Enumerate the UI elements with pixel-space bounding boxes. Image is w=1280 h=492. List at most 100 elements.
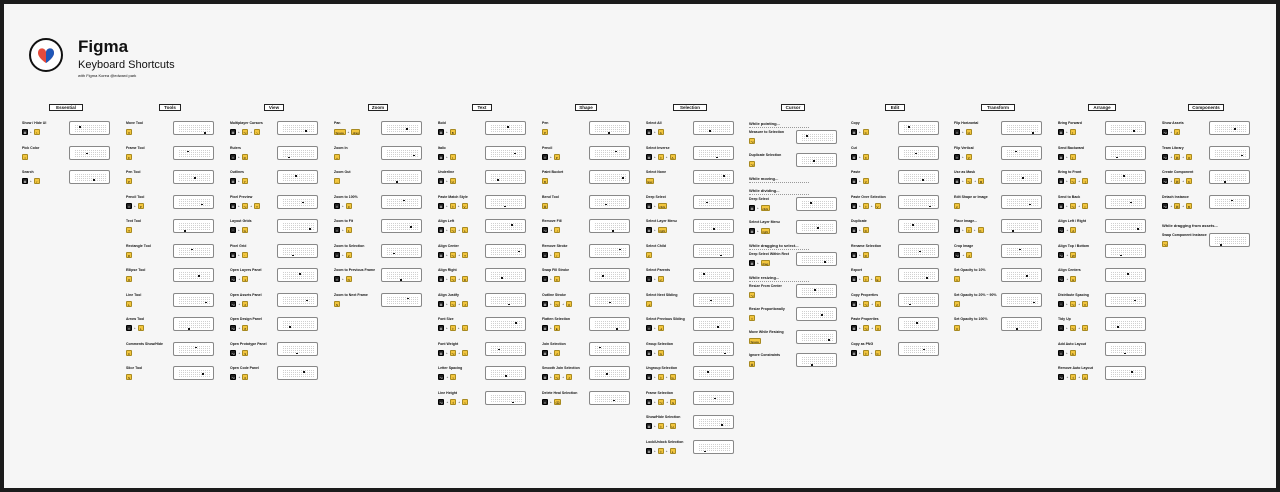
shortcut-name: Select Next Sibling xyxy=(646,292,678,297)
shortcut-keys: ⇧ +2 xyxy=(334,251,352,258)
keyboard-highlight xyxy=(396,181,398,183)
shortcut-item: Rectangle Tool R xyxy=(126,243,218,267)
plus-sign: + xyxy=(870,277,873,281)
key-cap: 2 xyxy=(1174,129,1181,135)
shortcut-item: Copy Properties ⌘ + ⌥ + C xyxy=(851,292,943,316)
keyboard-row xyxy=(283,321,314,323)
plus-sign: + xyxy=(1182,179,1184,183)
keyboard-row xyxy=(595,345,626,348)
keyboard-highlight xyxy=(288,156,290,158)
shortcut-item: Select Inverse ⌘ + ⇧ + A xyxy=(646,145,738,169)
keyboard-diagram xyxy=(485,317,526,331)
shortcut-name: Ignore Constraints xyxy=(749,353,781,357)
keyboard-highlight xyxy=(821,314,823,316)
plus-sign: + xyxy=(134,203,136,208)
shortcut-name: Align Top / Bottom xyxy=(1058,243,1090,248)
shortcut-name: Zoom to Previous Frame xyxy=(334,268,376,272)
keyboard-row xyxy=(802,224,833,226)
key-cap: ⌘ xyxy=(851,227,857,233)
shortcut-keys: ⌘ + / xyxy=(22,178,40,184)
plus-sign: + xyxy=(1066,350,1068,355)
keyboard-highlight xyxy=(1012,230,1014,232)
shortcut-keys: ⇧ + P xyxy=(126,202,144,209)
keyboard-row xyxy=(283,131,314,133)
keyboard-highlight xyxy=(704,450,706,452)
shortcut-name: Set Opacity to 10% xyxy=(954,268,986,272)
keyboard-row xyxy=(1111,327,1142,329)
keyboard-keys xyxy=(904,345,935,354)
plus-sign: + xyxy=(1066,375,1069,379)
key-cap: ⌥ xyxy=(1162,129,1169,135)
key-cap: ⌘ xyxy=(646,447,652,454)
shortcut-item: Outlines ⌘ + Y xyxy=(230,170,322,193)
keyboard-row xyxy=(802,317,833,319)
shortcut-name: Comments Show/Hide xyxy=(126,341,163,346)
shortcut-keys: Esc xyxy=(646,178,655,184)
shortcut-name: Align Left / Right xyxy=(1058,219,1086,223)
shortcut-item: Bend Tool ⌘ xyxy=(542,194,634,218)
keyboard-row xyxy=(491,202,522,205)
keyboard-highlight xyxy=(1032,132,1034,134)
keyboard-highlight xyxy=(609,301,611,303)
shortcut-item: Swap Fill Stroke ⇧ + X xyxy=(542,268,634,291)
keyboard-row xyxy=(179,321,210,323)
keyboard-row xyxy=(802,163,833,165)
keyboard-row xyxy=(491,253,522,256)
shortcut-item: Font Size ⌘ + ⇧ + > xyxy=(438,317,530,340)
keyboard-highlight xyxy=(515,322,517,324)
key-cap: 9 xyxy=(242,349,249,356)
keyboard-row xyxy=(699,253,730,256)
key-cap: ⇧ xyxy=(334,227,340,233)
shortcut-name: Bring to Front xyxy=(1058,170,1082,174)
keyboard-diagram xyxy=(589,268,630,282)
keyboard-row xyxy=(802,138,833,140)
keyboard-row xyxy=(75,174,106,176)
keyboard-keys xyxy=(283,272,314,280)
keyboard-row xyxy=(904,229,935,231)
plus-sign: + xyxy=(342,277,344,281)
keyboard-diagram xyxy=(381,243,422,258)
key-cap: ↵ xyxy=(954,202,960,209)
shortcut-keys: ⌥ + > xyxy=(438,374,457,380)
shortcut-name: Copy xyxy=(851,121,860,125)
keyboard-row xyxy=(491,149,522,152)
plus-sign: + xyxy=(1066,203,1068,208)
key-cap: > xyxy=(462,349,468,356)
shortcut-keys: ⌘ + ⇧ + A xyxy=(646,153,676,160)
keyboard-diagram xyxy=(1001,170,1042,184)
key-cap: ⇧ xyxy=(542,398,548,405)
keyboard-row xyxy=(802,336,833,338)
shortcut-name: Pixel Preview xyxy=(230,194,253,199)
keyboard-keys xyxy=(1111,223,1142,231)
keyboard-diagram xyxy=(1105,366,1146,380)
shortcut-item: Font Weight ⌘ + ⌥ + > xyxy=(438,341,530,365)
plus-sign: + xyxy=(859,154,861,159)
column-title: Essential xyxy=(49,104,83,111)
keyboard-diagram xyxy=(173,145,214,160)
keyboard-keys xyxy=(491,174,522,182)
keyboard-keys xyxy=(283,370,314,378)
shortcut-name: Measure to Selection xyxy=(749,130,785,134)
key-cap: ⇧ xyxy=(542,251,548,258)
key-cap: T xyxy=(126,227,132,233)
key-cap: H xyxy=(1070,276,1077,282)
shortcut-item: Move Tool V xyxy=(126,121,218,144)
plus-sign: + xyxy=(1066,179,1068,183)
figma-logo-heart-icon xyxy=(29,38,63,72)
key-cap: Space xyxy=(749,338,761,344)
key-cap: ⇧ xyxy=(542,153,548,160)
note-divider xyxy=(749,182,809,183)
keyboard-highlight xyxy=(501,277,503,279)
keyboard-row xyxy=(1215,129,1246,131)
keyboard-row xyxy=(1111,376,1142,378)
keyboard-diagram xyxy=(485,390,526,405)
keyboard-row xyxy=(699,374,730,376)
key-cap: ⌘ xyxy=(230,178,236,184)
shortcut-keys: C xyxy=(126,349,132,356)
key-cap: M xyxy=(978,178,984,184)
plus-sign: + xyxy=(654,375,656,379)
shortcut-item: Send Backward ⌘ +[ xyxy=(1058,145,1150,169)
keyboard-row xyxy=(283,351,314,354)
shortcut-name: Zoom to 100% xyxy=(334,194,358,199)
keyboard-diagram xyxy=(589,341,630,356)
